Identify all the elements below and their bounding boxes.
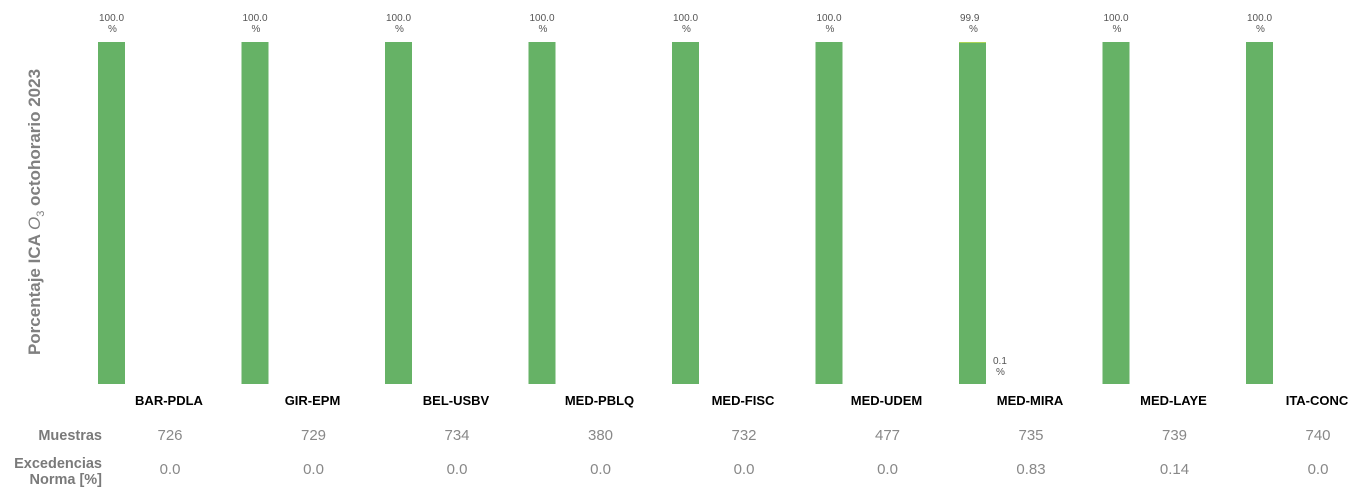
- category-label-med-laye: MED-LAYE: [1140, 393, 1207, 408]
- category-label-med-udem: MED-UDEM: [851, 393, 923, 408]
- y-axis-label-subscript: 3: [35, 211, 47, 217]
- muestras-value: 380: [561, 427, 641, 444]
- bar-med-mira-s0: [959, 42, 986, 384]
- bar-bel-usbv-s0: [385, 42, 412, 384]
- bar-ita-conc-s0: [1246, 42, 1273, 384]
- bar-gir-epm-s0: [242, 42, 269, 384]
- excedencias-label-line1: Excedencias: [0, 456, 102, 472]
- excedencias-value: 0.0: [704, 461, 784, 478]
- value-label-bel-usbv: 100.0%: [386, 13, 411, 35]
- muestras-value: 726: [130, 427, 210, 444]
- category-label-bar-pdla: BAR-PDLA: [135, 393, 203, 408]
- category-label-bel-usbv: BEL-USBV: [423, 393, 490, 408]
- value-label-med-mira: 99.9%: [960, 13, 980, 35]
- value-label-bar-pdla: 100.0%: [99, 13, 124, 35]
- muestras-value: 739: [1135, 427, 1215, 444]
- muestras-value: 732: [704, 427, 784, 444]
- muestras-value: 734: [417, 427, 497, 444]
- muestras-value: 477: [848, 427, 928, 444]
- muestras-label: Muestras: [0, 428, 102, 444]
- bar-med-fisc-s0: [672, 42, 699, 384]
- excedencias-value: 0.0: [848, 461, 928, 478]
- value-label-med-udem: 100.0%: [817, 13, 842, 35]
- bar-bar-pdla-s0: [98, 42, 125, 384]
- excedencias-value: 0.0: [274, 461, 354, 478]
- y-axis-label-pollutant: O: [25, 217, 44, 230]
- value-label-med-fisc: 100.0%: [673, 13, 698, 35]
- bar-med-udem-s0: [816, 42, 843, 384]
- ica-bar-chart: 100.0% BAR-PDLA 100.0% GIR-EPM 100.0% BEL-USB…: [0, 0, 1353, 410]
- value-label-small-med-mira: 0.1%: [993, 356, 1007, 378]
- y-axis-label-suffix: octohorario 2023: [25, 69, 44, 211]
- muestras-value: 740: [1278, 427, 1353, 444]
- excedencias-value: 0.14: [1135, 461, 1215, 478]
- category-label-ita-conc: ITA-CONC: [1286, 393, 1349, 408]
- value-label-med-laye: 100.0%: [1104, 13, 1129, 35]
- excedencias-value: 0.83: [991, 461, 1071, 478]
- category-label-med-pblq: MED-PBLQ: [565, 393, 634, 408]
- value-label-med-pblq: 100.0%: [530, 13, 555, 35]
- category-label-gir-epm: GIR-EPM: [285, 393, 341, 408]
- excedencias-value: 0.0: [417, 461, 497, 478]
- muestras-value: 729: [274, 427, 354, 444]
- category-label-med-mira: MED-MIRA: [997, 393, 1064, 408]
- bar-med-pblq-s0: [529, 42, 556, 384]
- excedencias-label: Excedencias Norma [%]: [0, 456, 102, 488]
- excedencias-value: 0.0: [561, 461, 641, 478]
- excedencias-value: 0.0: [130, 461, 210, 478]
- bar-med-laye-s0: [1103, 42, 1130, 384]
- value-label-gir-epm: 100.0%: [243, 13, 268, 35]
- y-axis-label-prefix: Porcentaje ICA: [25, 230, 44, 355]
- excedencias-value: 0.0: [1278, 461, 1353, 478]
- category-label-med-fisc: MED-FISC: [712, 393, 775, 408]
- excedencias-label-line2: Norma [%]: [0, 472, 102, 488]
- value-label-ita-conc: 100.0%: [1247, 13, 1272, 35]
- muestras-value: 735: [991, 427, 1071, 444]
